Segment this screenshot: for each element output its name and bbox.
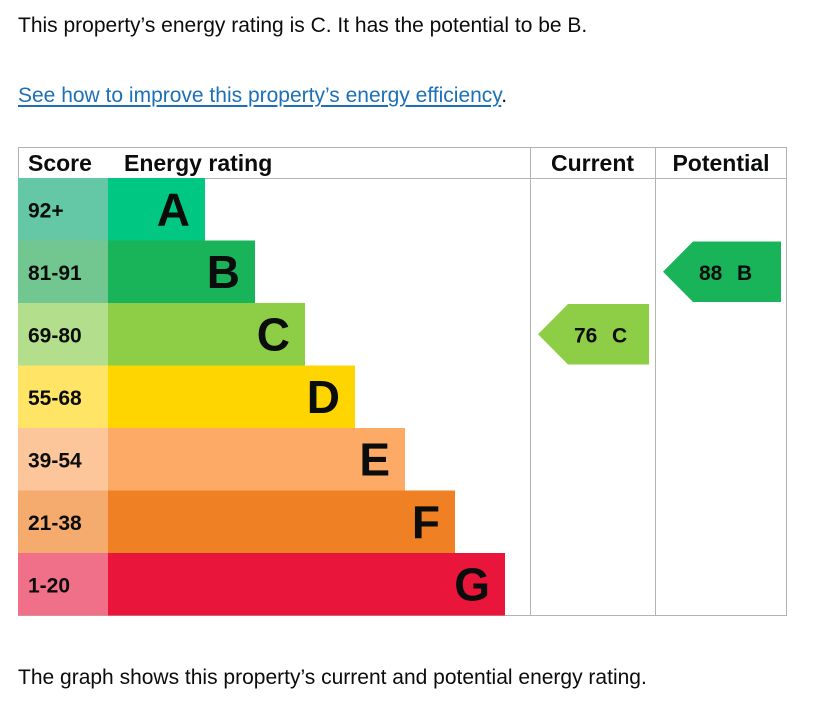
band-letter-a: A xyxy=(157,183,190,235)
rating-band-e xyxy=(108,428,405,491)
rating-band-f xyxy=(108,490,455,553)
score-label-d: 55-68 xyxy=(28,387,82,410)
header-score: Score xyxy=(28,150,92,176)
score-cell-a xyxy=(18,178,108,241)
band-letter-f: F xyxy=(412,496,440,548)
score-label-a: 92+ xyxy=(28,199,64,222)
score-label-g: 1-20 xyxy=(28,574,70,597)
link-suffix: . xyxy=(501,84,508,107)
current-rating-arrow xyxy=(538,304,649,365)
rating-band-c xyxy=(108,303,305,366)
header-current: Current xyxy=(551,150,634,176)
header-potential: Potential xyxy=(672,150,769,176)
improve-link-line: See how to improve this property’s energ… xyxy=(18,81,507,111)
rating-band-d xyxy=(108,365,355,428)
band-letter-d: D xyxy=(307,371,340,423)
score-label-b: 81-91 xyxy=(28,262,82,285)
potential-rating-arrow xyxy=(663,241,781,302)
score-label-f: 21-38 xyxy=(28,512,82,535)
improve-efficiency-link[interactable]: See how to improve this property’s energ… xyxy=(18,84,502,107)
potential-rating-score: 88 xyxy=(699,262,723,285)
band-letter-b: B xyxy=(207,246,240,298)
rating-band-a xyxy=(108,178,205,241)
score-label-e: 39-54 xyxy=(28,449,82,472)
score-cell-b xyxy=(18,240,108,303)
score-cell-e xyxy=(18,428,108,491)
rating-band-g xyxy=(108,553,505,616)
current-rating-letter: C xyxy=(612,324,627,347)
header-energy-rating: Energy rating xyxy=(124,150,272,176)
rating-band-b xyxy=(108,240,255,303)
current-rating-score: 76 xyxy=(574,324,597,347)
score-cell-f xyxy=(18,490,108,553)
score-cell-g xyxy=(18,553,108,616)
score-cell-d xyxy=(18,365,108,428)
score-label-c: 69-80 xyxy=(28,324,82,347)
energy-rating-chart: Score Energy rating Current Potential 92+ A 81… xyxy=(18,147,787,616)
band-letter-c: C xyxy=(257,308,290,360)
intro-text: This property’s energy rating is C. It h… xyxy=(18,14,588,37)
band-letter-g: G xyxy=(454,558,490,610)
energy-rating-graph: Score Energy rating Current Potential 92+ A 81… xyxy=(18,147,787,616)
potential-rating-letter: B xyxy=(737,262,752,285)
band-letter-e: E xyxy=(359,433,390,485)
score-cell-c xyxy=(18,303,108,366)
graph-description: The graph shows this property’s current … xyxy=(18,666,647,689)
